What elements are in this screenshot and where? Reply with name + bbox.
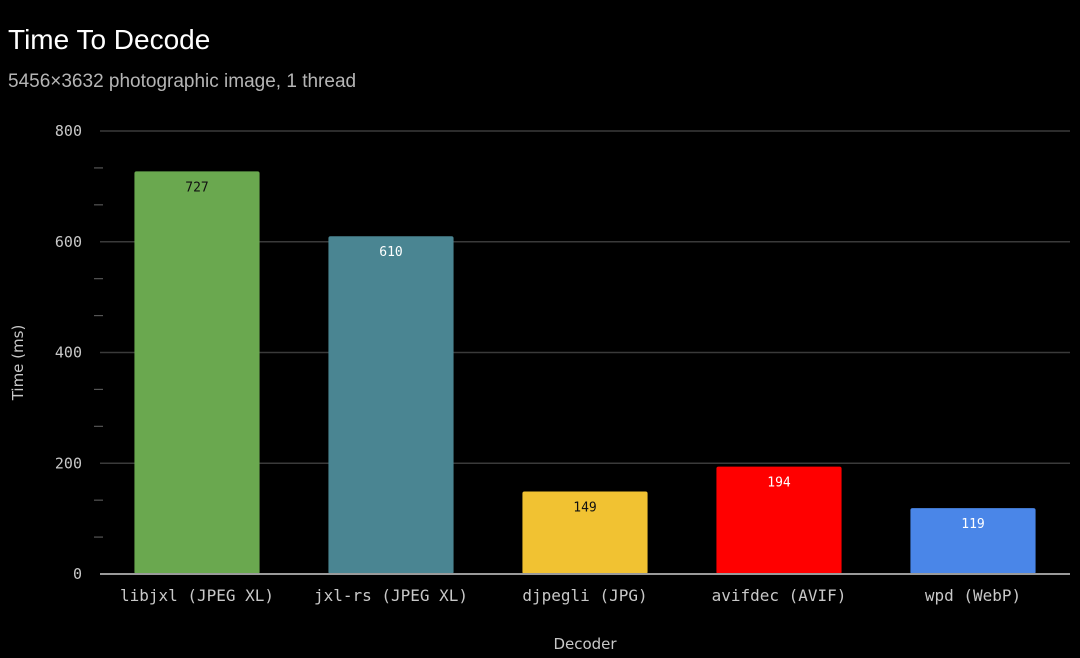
chart-subtitle: 5456×3632 photographic image, 1 thread [8,71,357,92]
data-label: 119 [961,517,984,532]
bar [134,171,260,574]
y-tick-label: 600 [55,233,82,251]
y-tick-label: 200 [55,454,82,472]
x-category-label: djpegli (JPG) [522,586,647,605]
x-axis-title: Decoder [553,635,617,653]
x-category-label: avifdec (AVIF) [712,586,847,605]
bar [716,466,842,574]
bar [328,236,454,574]
x-category-label: jxl-rs (JPEG XL) [314,586,468,605]
x-category-label: libjxl (JPEG XL) [120,586,274,605]
data-label: 727 [185,180,208,195]
x-axis-categories: libjxl (JPEG XL) jxl-rs (JPEG XL) djpegli … [120,586,1021,605]
y-tick-label: 400 [55,344,82,362]
minor-ticks [94,167,103,538]
gridlines [100,130,1070,464]
data-label: 149 [573,500,596,515]
x-category-label: wpd (WebP) [925,586,1021,605]
y-axis-title: Time (ms) [9,325,27,402]
chart-title: Time To Decode [8,24,211,55]
bar [910,508,1036,574]
y-axis-ticks: 0 200 400 600 800 [55,122,82,583]
bar [522,491,648,574]
y-tick-label: 0 [73,565,82,583]
data-label: 194 [767,476,791,491]
y-tick-label: 800 [55,122,82,140]
data-label: 610 [379,245,402,260]
data-labels: 727 610 149 194 119 [185,180,984,532]
bars [134,171,1036,574]
